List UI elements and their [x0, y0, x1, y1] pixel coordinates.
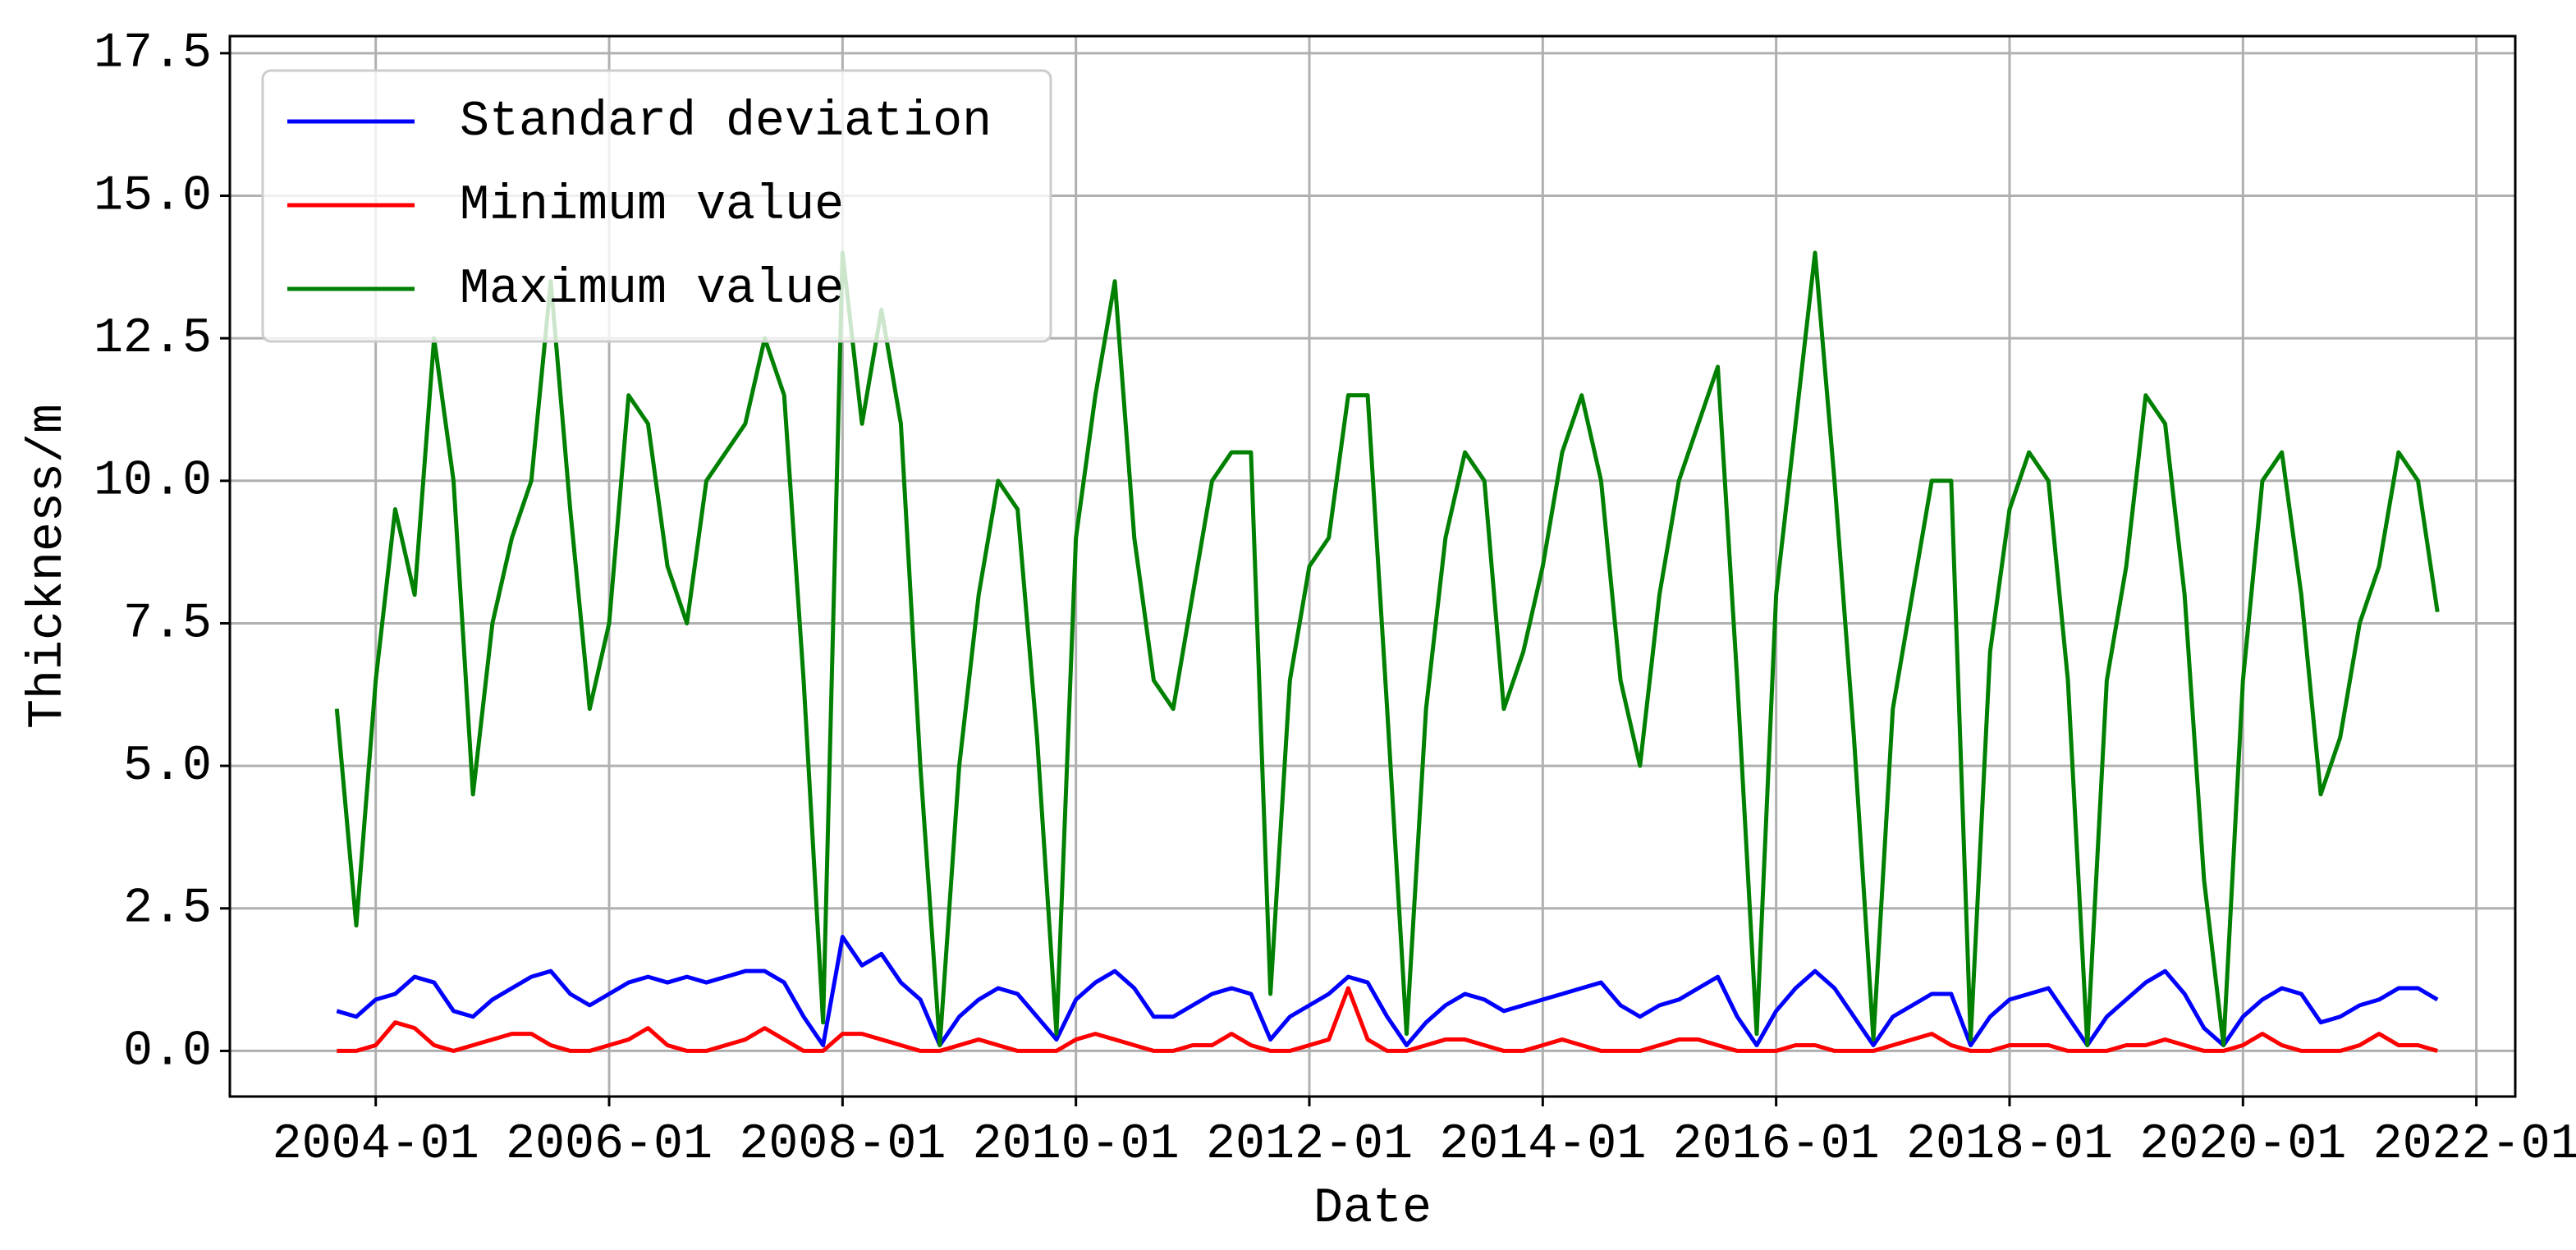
legend-label: Maximum value — [460, 262, 844, 318]
y-tick-label: 7.5 — [123, 596, 212, 652]
x-tick-label: 2018-01 — [1906, 1117, 2113, 1173]
x-tick-label: 2022-01 — [2373, 1117, 2576, 1173]
x-tick-label: 2012-01 — [1206, 1117, 1413, 1173]
legend-box — [261, 69, 1052, 343]
y-tick-label: 0.0 — [123, 1023, 212, 1079]
y-tick-label: 17.5 — [94, 26, 212, 82]
y-tick-label: 5.0 — [123, 739, 212, 794]
legend-label: Minimum value — [460, 178, 844, 234]
data-line — [334, 250, 2440, 1047]
legend: Standard deviation Minimum value Maximum v… — [261, 69, 1052, 343]
lines — [334, 250, 2440, 1053]
x-tick-label: 2004-01 — [273, 1117, 479, 1173]
data-line — [337, 986, 2438, 1053]
y-axis-label: Thickness/m — [21, 404, 76, 729]
y-tick-label: 10.0 — [94, 454, 212, 510]
x-tick-label: 2020-01 — [2139, 1117, 2346, 1173]
x-axis-label: Date — [1313, 1181, 1432, 1237]
x-tick-label: 2014-01 — [1439, 1117, 1646, 1173]
ticks: 0.0 2.5 5.0 7.5 10.0 12.5 15.0 17.5 2004-01 2006-… — [94, 26, 2576, 1173]
x-tick-label: 2008-01 — [739, 1117, 946, 1173]
y-tick-label: 12.5 — [94, 311, 212, 367]
y-tick-label: 2.5 — [123, 881, 212, 937]
x-tick-label: 2006-01 — [506, 1117, 713, 1173]
x-tick-label: 2010-01 — [973, 1117, 1180, 1173]
x-tick-label: 2016-01 — [1673, 1117, 1880, 1173]
plot-frame — [228, 34, 2517, 1098]
y-tick-label: 15.0 — [94, 168, 212, 224]
legend-label: Standard deviation — [460, 94, 992, 150]
